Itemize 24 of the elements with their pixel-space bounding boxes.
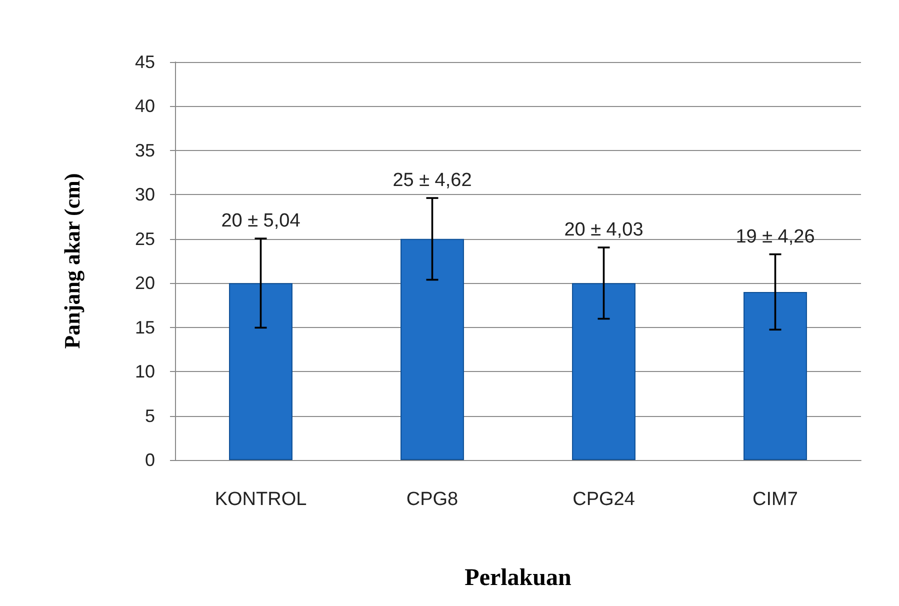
x-tick-label: CPG24	[572, 489, 636, 510]
x-tick-label: KONTROL	[214, 489, 307, 510]
bar	[572, 283, 636, 460]
y-tick-label: 30	[134, 184, 155, 205]
y-tick-label: 25	[134, 228, 155, 249]
y-tick-label: 20	[134, 273, 155, 294]
bar	[400, 238, 464, 460]
y-tick-label: 45	[134, 52, 155, 72]
x-tick-label: CIM7	[752, 489, 798, 510]
y-tick-label: 35	[134, 140, 155, 160]
data-label: 25 ± 4,62	[392, 170, 472, 192]
y-tick-label: 15	[134, 317, 155, 338]
y-tick-label: 10	[134, 362, 155, 382]
y-tick-label: 5	[144, 406, 155, 426]
x-tick-label: CPG8	[406, 489, 458, 510]
y-tick-label: 0	[144, 450, 155, 470]
y-axis-title: Panjang akar (cm)	[60, 173, 84, 349]
bar	[229, 283, 292, 460]
y-tick-label: 40	[134, 96, 155, 116]
data-label: 20 ± 5,04	[221, 210, 301, 232]
x-axis-title: Perlakuan	[464, 565, 572, 591]
bar	[744, 292, 807, 460]
data-label: 20 ± 4,03	[564, 219, 644, 240]
data-label: 19 ± 4,26	[736, 226, 815, 248]
